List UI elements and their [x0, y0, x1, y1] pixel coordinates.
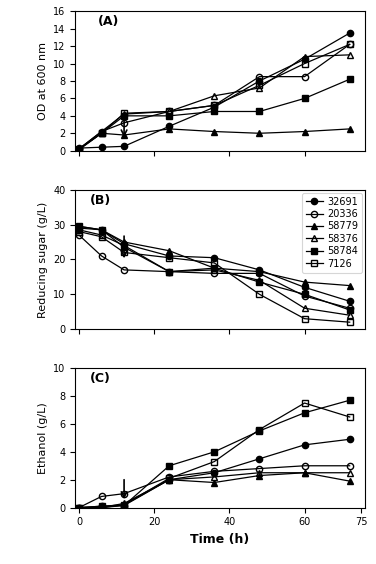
Y-axis label: Reducing sugar (g/L): Reducing sugar (g/L) [38, 201, 47, 318]
Text: (A): (A) [99, 15, 120, 28]
Y-axis label: OD at 600 nm: OD at 600 nm [38, 42, 47, 120]
Y-axis label: Ethanol (g/L): Ethanol (g/L) [38, 402, 48, 474]
Legend: 32691, 20336, 58779, 58376, 58784, 7126: 32691, 20336, 58779, 58376, 58784, 7126 [302, 193, 362, 272]
Text: (C): (C) [89, 372, 111, 385]
Text: (B): (B) [89, 194, 111, 207]
X-axis label: Time (h): Time (h) [190, 533, 250, 546]
